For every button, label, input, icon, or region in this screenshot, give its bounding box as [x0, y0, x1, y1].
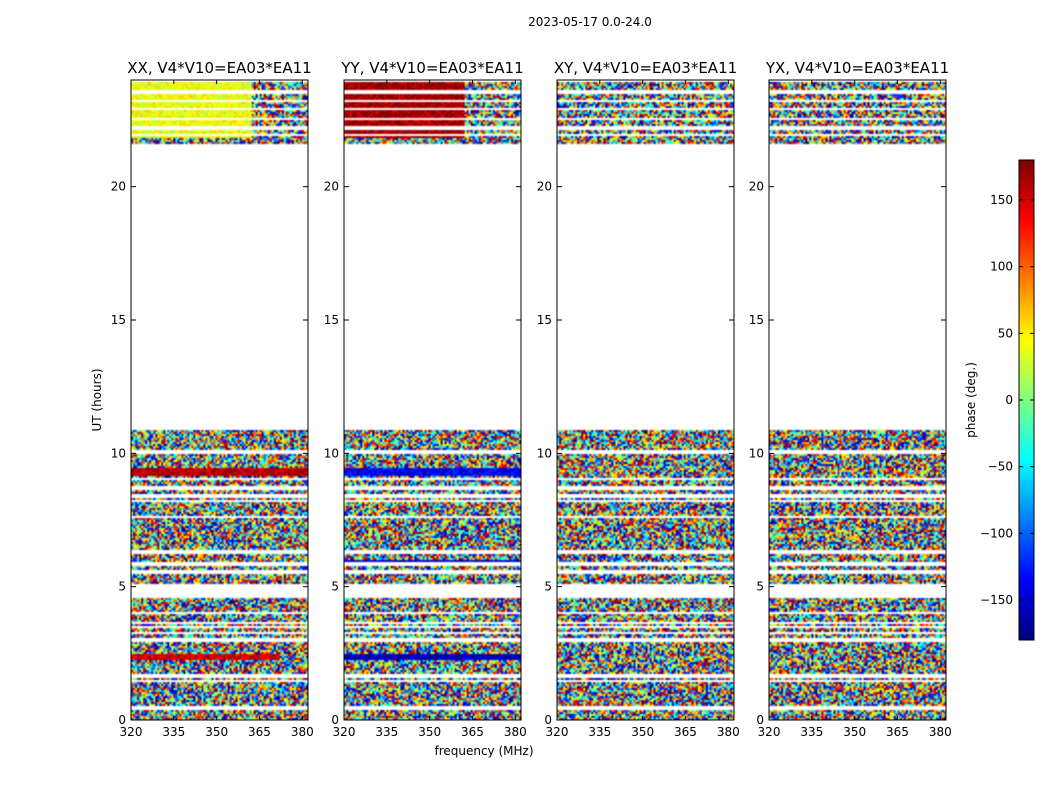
y-tick-label: 0 — [331, 713, 339, 727]
phase-heatmap-3 — [557, 80, 734, 720]
colorbar-tick-label: −100 — [980, 526, 1013, 540]
figure-suptitle: 2023-05-17 0.0-24.0 — [528, 15, 652, 29]
y-tick-label: 5 — [331, 580, 339, 594]
phase-heatmap-4 — [769, 80, 946, 720]
x-tick-label: 350 — [418, 725, 441, 739]
y-tick-label: 5 — [118, 580, 126, 594]
colorbar-tick-label: 0 — [1005, 393, 1013, 407]
panel-title-1: XX, V4*V10=EA03*EA11 — [127, 59, 311, 77]
axes-frame-2 — [343, 79, 522, 721]
y-tick-label: 20 — [749, 180, 764, 194]
colorbar: 150 100 50 0 −50 −100 −150 — [980, 159, 1035, 641]
x-tick-label: 365 — [674, 725, 697, 739]
x-tick-label: 380 — [291, 725, 314, 739]
y-tick-label: 20 — [111, 180, 126, 194]
x-tick-label: 365 — [461, 725, 484, 739]
y-tick-label: 15 — [111, 313, 126, 327]
colorbar-label: phase (deg.) — [964, 362, 978, 438]
x-tick-label: 335 — [375, 725, 398, 739]
x-tick-label: 335 — [800, 725, 823, 739]
y-tick-label: 0 — [118, 713, 126, 727]
x-tick-label: 365 — [886, 725, 909, 739]
x-tick-label: 320 — [546, 725, 569, 739]
axes-frame-3 — [556, 79, 735, 721]
panel-2: YY, V4*V10=EA03*EA11 320 335 350 365 380 0 5 10 1… — [324, 59, 527, 739]
y-tick-label: 20 — [537, 180, 552, 194]
x-tick-label: 380 — [929, 725, 952, 739]
y-tick-label: 5 — [756, 580, 764, 594]
panel-title-2: YY, V4*V10=EA03*EA11 — [340, 59, 523, 77]
panel-4: YX, V4*V10=EA03*EA11 320 335 350 365 380 0 5 10 1… — [749, 59, 952, 739]
x-tick-label: 350 — [843, 725, 866, 739]
colorbar-tick-label: −150 — [980, 593, 1013, 607]
y-tick-label: 0 — [756, 713, 764, 727]
x-tick-label: 320 — [120, 725, 143, 739]
colorbar-gradient — [1019, 160, 1034, 640]
panel-3: XY, V4*V10=EA03*EA11 320 335 350 365 380 0 5 10 1… — [537, 59, 740, 739]
axes-frame-4 — [768, 79, 947, 721]
y-tick-label: 10 — [111, 446, 126, 460]
x-tick-label: 380 — [504, 725, 527, 739]
colorbar-tick-label: 50 — [998, 326, 1013, 340]
x-tick-label: 350 — [631, 725, 654, 739]
x-tick-label: 335 — [162, 725, 185, 739]
x-axis-label: frequency (MHz) — [434, 744, 533, 758]
panels: XX, V4*V10=EA03*EA11 320 335 350 365 380 0 5 10 1… — [111, 59, 952, 739]
y-tick-label: 15 — [324, 313, 339, 327]
y-axis-label: UT (hours) — [90, 368, 104, 431]
colorbar-tick-label: 150 — [990, 193, 1013, 207]
panel-title-4: YX, V4*V10=EA03*EA11 — [765, 59, 949, 77]
y-tick-label: 15 — [537, 313, 552, 327]
panel-1: XX, V4*V10=EA03*EA11 320 335 350 365 380 0 5 10 1… — [111, 59, 314, 739]
y-tick-label: 5 — [544, 580, 552, 594]
x-tick-label: 365 — [248, 725, 271, 739]
axes-frame-1 — [130, 79, 309, 721]
y-tick-label: 0 — [544, 713, 552, 727]
x-tick-label: 350 — [205, 725, 228, 739]
y-tick-label: 15 — [749, 313, 764, 327]
x-tick-label: 320 — [758, 725, 781, 739]
x-tick-label: 320 — [333, 725, 356, 739]
y-tick-label: 10 — [749, 446, 764, 460]
colorbar-tick-label: 100 — [990, 260, 1013, 274]
y-tick-label: 10 — [324, 446, 339, 460]
colorbar-tick-label: −50 — [988, 460, 1013, 474]
x-tick-label: 335 — [588, 725, 611, 739]
panel-title-3: XY, V4*V10=EA03*EA11 — [554, 59, 737, 77]
y-tick-label: 10 — [537, 446, 552, 460]
phase-heatmap-1 — [131, 80, 308, 720]
y-tick-label: 20 — [324, 180, 339, 194]
x-tick-label: 380 — [717, 725, 740, 739]
phase-heatmap-2 — [344, 80, 521, 720]
